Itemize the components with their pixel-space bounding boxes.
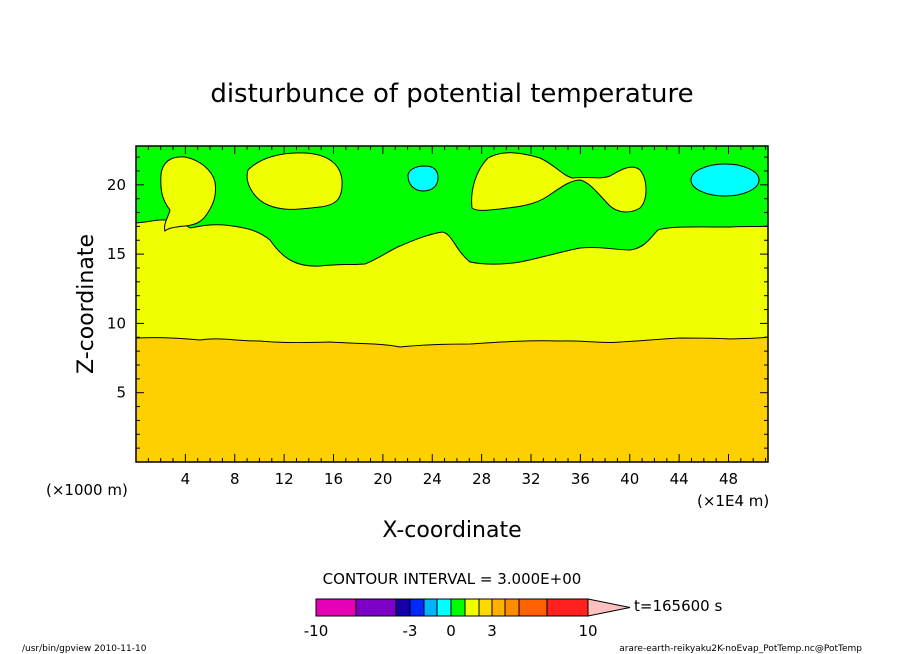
cold-cell (690, 163, 760, 197)
y-tick-labels: 5 10 15 20 (107, 176, 126, 402)
colorbar: -10 -3 0 3 10 (304, 598, 631, 640)
footer-right: arare-earth-reikyaku2K-noEvap_PotTemp.nc… (619, 644, 862, 654)
colorbar-swatch (478, 598, 493, 617)
x-tick-labels: 4 8 12 16 20 24 28 32 36 40 44 48 (181, 470, 738, 488)
colorbar-swatch (423, 598, 438, 617)
colorbar-swatch (504, 598, 520, 617)
colorbar-swatch (464, 598, 480, 617)
x-tick-label: 36 (571, 470, 590, 488)
x-tick-label: 48 (719, 470, 738, 488)
colorbar-swatch (436, 598, 452, 617)
y-tick-label: 5 (116, 384, 126, 402)
plot-frame (135, 145, 769, 463)
yellow-pocket (246, 152, 343, 210)
x-tick-label: 40 (620, 470, 639, 488)
colorbar-swatch (491, 598, 506, 617)
x-tick-label: 4 (181, 470, 191, 488)
y-tick-label: 20 (107, 176, 126, 194)
x-tick-label: 28 (472, 470, 491, 488)
y-tick-label: 10 (107, 314, 126, 332)
colorbar-tick-label: 3 (487, 622, 497, 640)
colorbar-swatch (518, 598, 548, 617)
colorbar-swatch (315, 598, 357, 617)
colorbar-swatch (395, 598, 411, 617)
yellow-pocket (471, 152, 647, 213)
axis-ticks (136, 146, 768, 462)
x-axis-label: X-coordinate (382, 518, 521, 543)
x-tick-label: 20 (373, 470, 392, 488)
time-label: t=165600 s (634, 597, 722, 615)
colorbar-swatch (546, 598, 589, 617)
colorbar-tick-label: 0 (446, 622, 456, 640)
contour-interval-label: CONTOUR INTERVAL = 3.000E+00 (323, 570, 582, 588)
x-tick-label: 8 (230, 470, 240, 488)
yellow-pocket (160, 156, 216, 232)
chart-title: disturbunce of potential temperature (210, 79, 693, 109)
y-tick-label: 15 (107, 245, 126, 263)
x-unit-note-left: (×1000 m) (46, 481, 128, 499)
colorbar-tick-label: -10 (304, 622, 329, 640)
x-tick-label: 44 (670, 470, 689, 488)
y-axis-label: Z-coordinate (74, 234, 99, 374)
colorbar-swatch (409, 598, 425, 617)
x-unit-note-right: (×1E4 m) (697, 492, 769, 510)
colorbar-tick-label: -3 (403, 622, 418, 640)
x-tick-label: 32 (521, 470, 540, 488)
x-tick-label: 24 (423, 470, 442, 488)
colorbar-swatch (450, 598, 466, 617)
lower-region (136, 336, 768, 462)
footer-left: /usr/bin/gpview 2010-11-10 (22, 644, 147, 654)
colorbar-arrow (587, 598, 631, 617)
colorbar-swatch (355, 598, 397, 617)
x-tick-label: 12 (275, 470, 294, 488)
colorbar-tick-label: 10 (578, 622, 597, 640)
x-tick-label: 16 (324, 470, 343, 488)
cold-cell (407, 165, 439, 192)
